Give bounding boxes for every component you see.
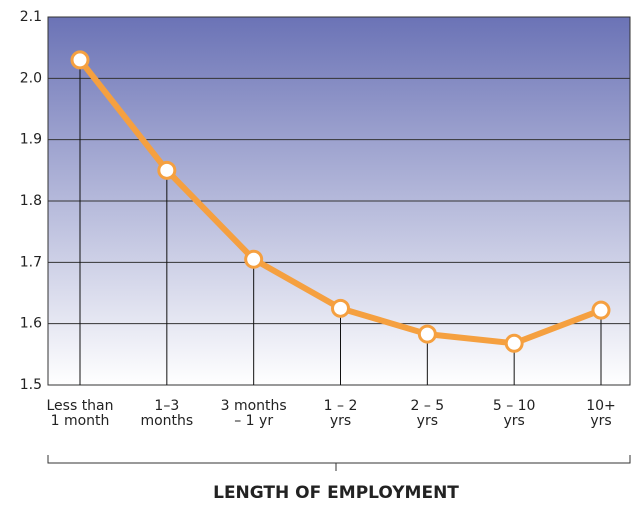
y-tick-label: 2.1	[20, 9, 42, 25]
x-tick-label: 3 months – 1 yr	[221, 398, 287, 429]
point	[331, 298, 350, 318]
y-tick-label: 1.8	[20, 193, 42, 209]
point	[70, 50, 90, 70]
point	[157, 160, 177, 180]
x-axis-title: LENGTH OF EMPLOYMENT	[213, 483, 459, 503]
y-tick-label: 1.9	[20, 132, 42, 148]
x-tick-label: 1 – 2 yrs	[324, 398, 358, 429]
x-tick-label: 5 – 10 yrs	[493, 398, 536, 429]
x-tick-label: 2 – 5 yrs	[410, 398, 444, 429]
x-tick-label: 10+ yrs	[586, 398, 616, 429]
point	[504, 333, 524, 353]
x-tick-label: 1–3 months	[140, 398, 193, 429]
point	[591, 300, 611, 320]
y-tick-label: 1.7	[20, 254, 42, 270]
point	[244, 249, 264, 269]
bracket	[47, 455, 631, 471]
point	[417, 324, 437, 344]
x-tick-label: Less than 1 month	[46, 398, 113, 429]
y-tick-label: 2.0	[20, 70, 42, 86]
y-tick-label: 1.5	[20, 377, 42, 393]
y-tick-label: 1.6	[20, 316, 42, 332]
